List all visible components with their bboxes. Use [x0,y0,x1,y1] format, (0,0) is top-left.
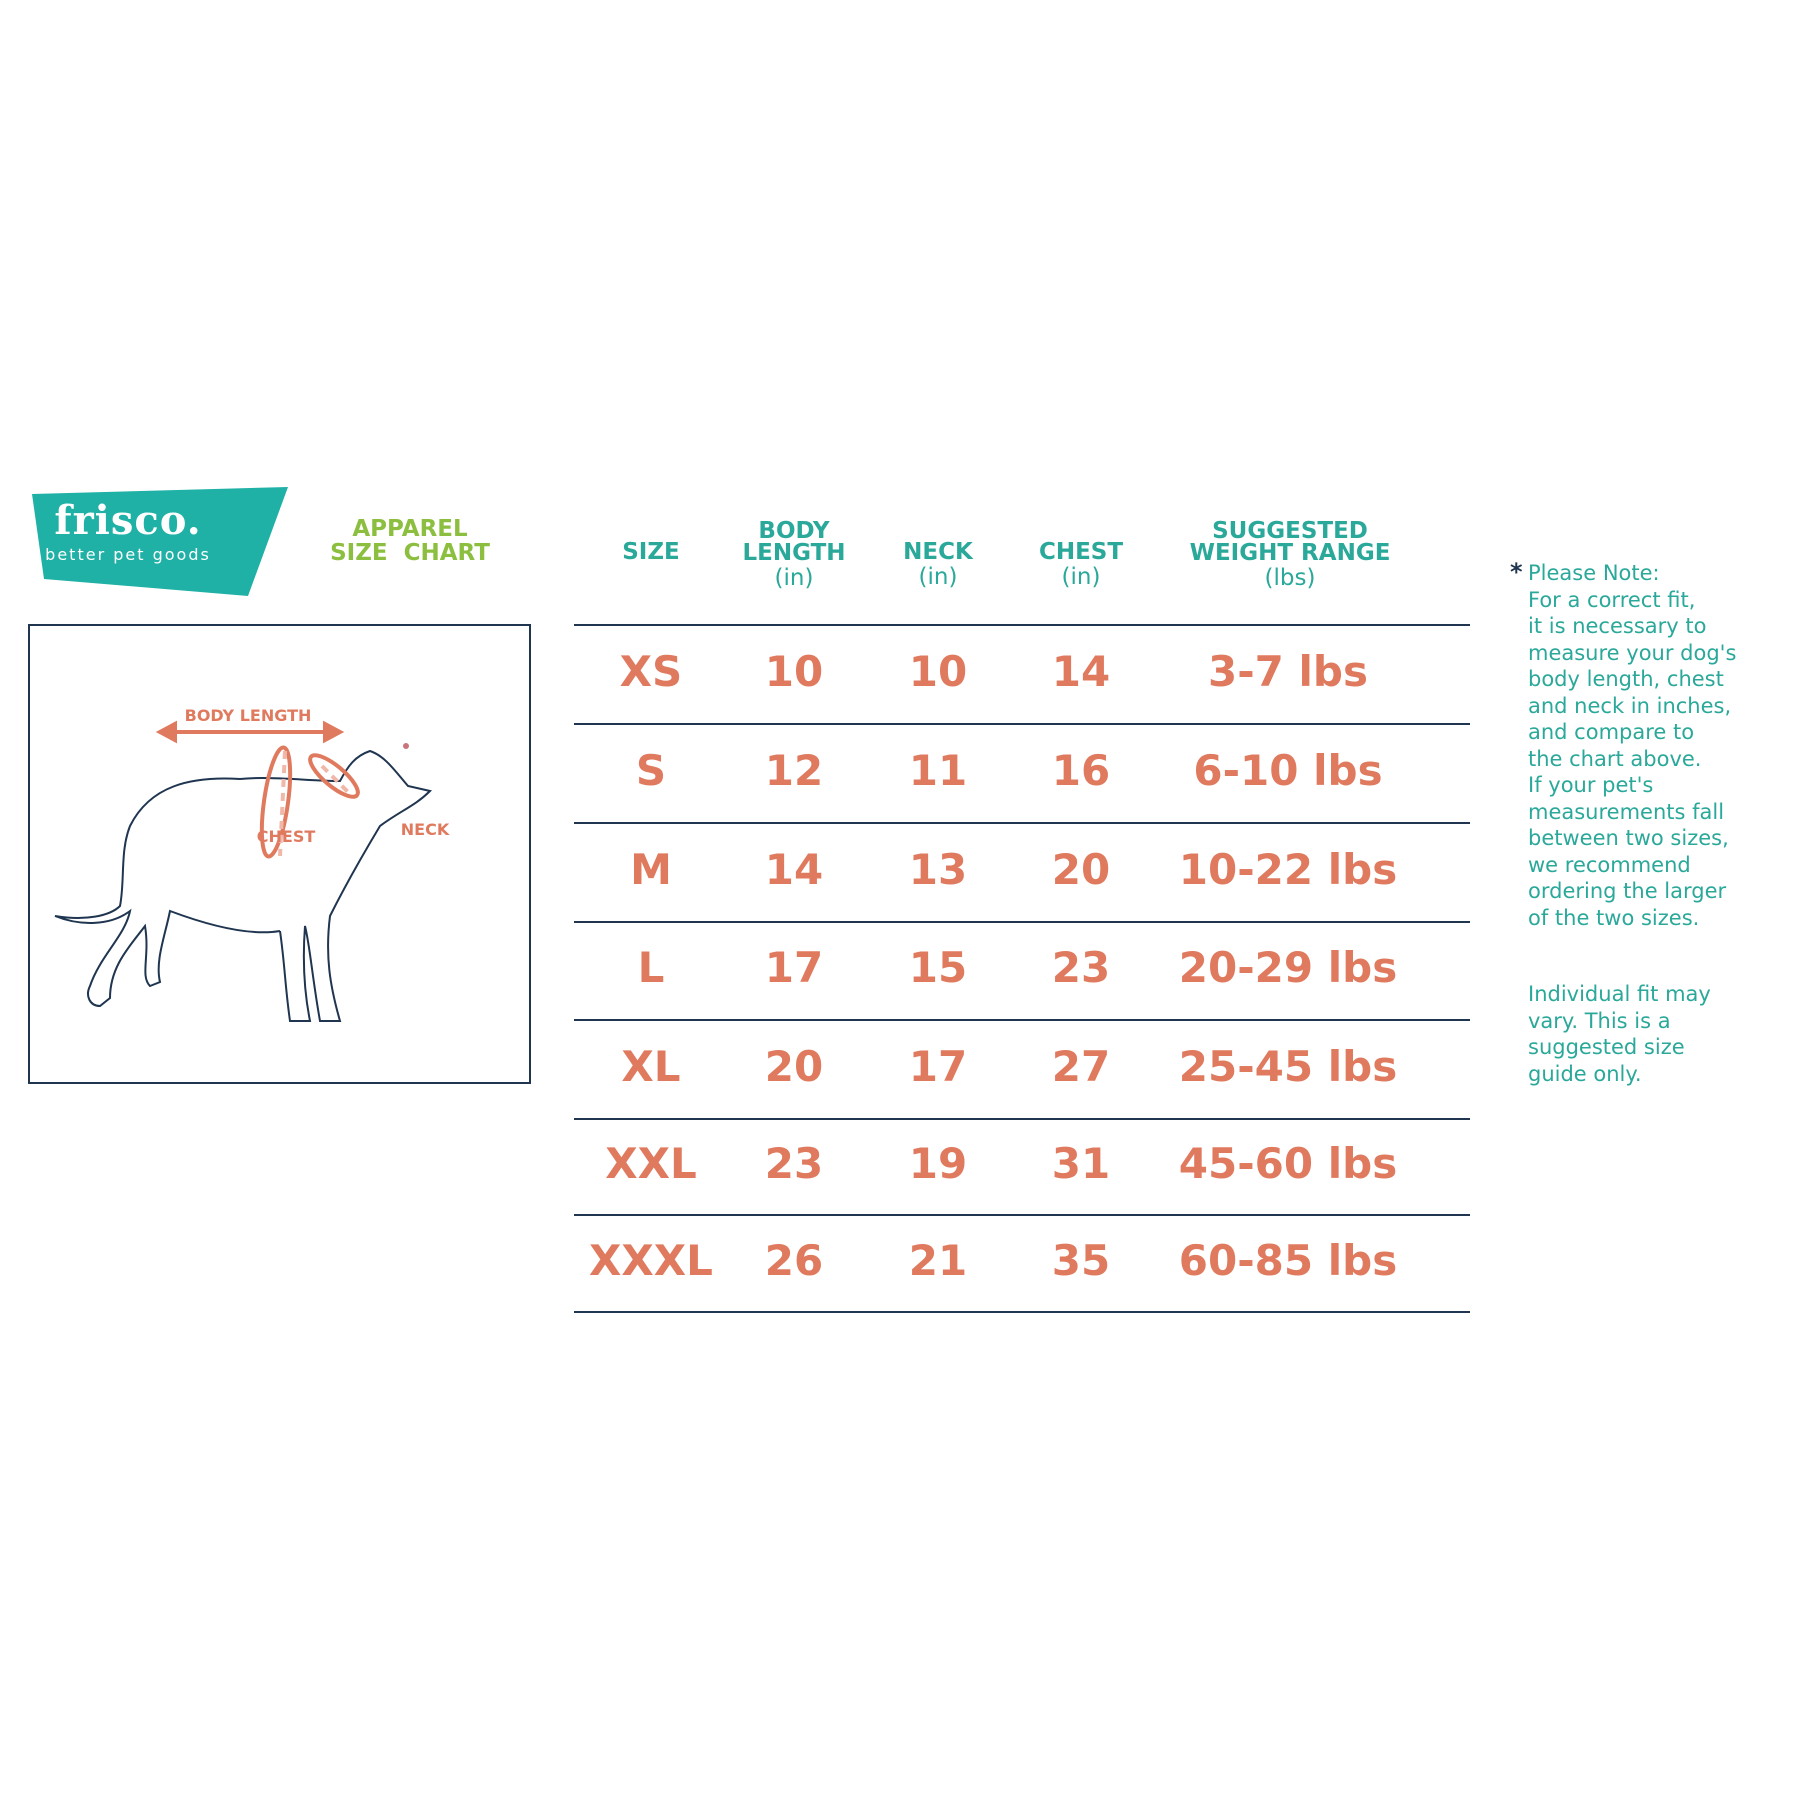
note-line: measurements fall [1528,799,1725,824]
page-title: APPAREL SIZE CHART [320,517,500,565]
table-cell: 45-60 lbs [1178,1139,1398,1188]
label-neck: NECK [401,820,450,839]
table-cell: 31 [1051,1139,1111,1188]
table-cell: XL [621,1041,681,1091]
note-line: Please Note: [1528,561,1660,585]
table-cell: M [630,844,672,894]
note-line: it is necessary to [1528,614,1707,638]
table-cell: 23 [1051,943,1111,992]
header-text: BODY [758,518,830,544]
row-divider [574,822,1470,824]
table-cell: 10-22 lbs [1178,844,1398,894]
row-divider [574,624,1470,626]
disclaimer-line: vary. This is a [1528,1008,1671,1033]
disclaimer-line: Individual fit may [1528,982,1711,1006]
table-cell: S [635,745,667,795]
table-cell: 10 [764,646,824,696]
dog-illustration: BODY LENGTH CHEST NECK [54,706,450,1022]
table-cell: 12 [764,745,824,795]
row-divider [574,1214,1470,1216]
dog-measurement-diagram: BODY LENGTH CHEST NECK [28,624,531,1084]
row-divider [574,723,1470,725]
note-line: the chart above. [1528,746,1702,771]
header-unit: (in) [918,564,958,590]
note-line: If your pet's [1528,773,1654,797]
table-cell: 35 [1051,1235,1111,1285]
row-divider [574,1118,1470,1120]
table-cell: 6-10 lbs [1193,745,1383,795]
table-cell: 20 [764,1041,824,1091]
table-cell: 27 [1051,1041,1111,1091]
header-unit: (in) [774,565,814,591]
table-cell: 17 [764,943,824,992]
note-line: body length, chest [1528,667,1724,691]
table-cell: 14 [1051,646,1111,696]
note-line: between two sizes, [1528,826,1729,850]
table-cell: 17 [908,1041,968,1091]
header-text: SIZE [622,539,680,565]
table-cell: 20-29 lbs [1178,943,1398,992]
header-chest: CHEST (in) [981,541,1181,591]
table-cell: 16 [1051,745,1111,795]
header-text: LENGTH [742,540,846,566]
header-unit: (lbs) [1264,565,1316,591]
table-cell: XXXL [589,1235,713,1285]
note-asterisk: * [1510,558,1523,586]
label-body-length: BODY LENGTH [185,706,312,725]
note-line: of the two sizes. [1528,905,1700,930]
header-size: SIZE [551,539,751,565]
row-divider [574,921,1470,923]
note-line: we recommend [1528,852,1691,877]
table-cell: 13 [908,844,968,894]
table-cell: XS [619,646,683,696]
header-unit: (in) [1061,564,1101,590]
row-divider [574,1311,1470,1313]
table-cell: 21 [908,1235,968,1285]
note-line: and neck in inches, [1528,693,1732,718]
note-line: and compare to [1528,720,1695,744]
logo-tagline: better pet goods [45,545,211,564]
table-cell: 15 [908,943,968,992]
header-text: WEIGHT RANGE [1189,540,1391,566]
please-note: Please Note: For a correct fit, it is nece… [1528,560,1798,931]
logo-brand: frisco. [54,497,202,544]
disclaimer-line: guide only. [1528,1061,1642,1086]
row-divider [574,1019,1470,1021]
header-weight-range: SUGGESTED WEIGHT RANGE (lbs) [1160,520,1420,592]
table-cell: 11 [908,745,968,795]
label-chest: CHEST [257,827,316,846]
header-body-length: BODY LENGTH (in) [694,520,894,592]
table-cell: 23 [764,1139,824,1188]
note-line: measure your dog's [1528,640,1737,665]
table-cell: L [637,943,665,992]
frisco-logo-badge [32,487,288,596]
disclaimer-note: Individual fit may vary. This is a suggest… [1528,981,1798,1087]
table-cell: 3-7 lbs [1208,646,1368,696]
table-cell: 60-85 lbs [1178,1235,1398,1285]
table-cell: 19 [908,1139,968,1188]
title-line-2: SIZE CHART [330,540,490,566]
table-cell: 10 [908,646,968,696]
table-cell: 26 [764,1235,824,1285]
table-cell: 25-45 lbs [1178,1041,1398,1091]
header-neck: NECK (in) [838,541,1038,591]
note-line: ordering the larger [1528,879,1727,903]
table-cell: XXL [605,1139,697,1188]
header-text: CHEST [1038,539,1124,565]
disclaimer-line: suggested size [1528,1035,1685,1059]
note-line: For a correct fit, [1528,587,1696,612]
table-cell: 20 [1051,844,1111,894]
table-cell: 14 [764,844,824,894]
header-text: NECK [903,539,973,565]
header-text: SUGGESTED [1212,518,1368,544]
title-line-1: APPAREL [352,516,468,542]
